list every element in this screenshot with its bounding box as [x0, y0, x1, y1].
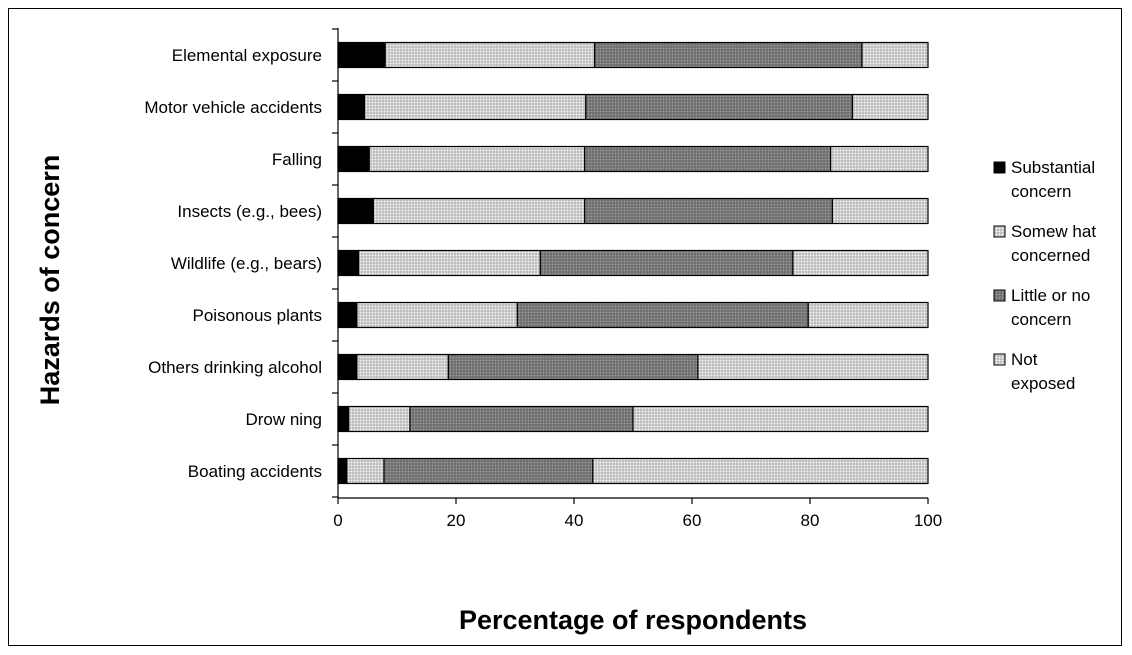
- bar-segment-1-row-5: [337, 249, 360, 277]
- legend-label: Little or no: [1011, 286, 1090, 305]
- x-axis-title: Percentage of respondents: [459, 605, 807, 635]
- legend-label: exposed: [1011, 374, 1075, 393]
- category-label: Poisonous plants: [193, 306, 322, 325]
- legend-label: Somew hat: [1011, 222, 1096, 241]
- bar-segment-1-row-9: [337, 457, 348, 485]
- bar-segment-4-row-3: [830, 145, 929, 173]
- bar-segment-1-row-4: [337, 197, 375, 225]
- x-tick-label: 80: [801, 511, 820, 530]
- bar-segment-4-row-4: [831, 197, 929, 225]
- legend-label: concern: [1011, 182, 1071, 201]
- bar-group: Elemental exposure Motor vehicle accident…: [144, 41, 929, 485]
- category-label: Wildlife (e.g., bears): [171, 254, 322, 273]
- bar-segment-2-row-5: [358, 249, 541, 277]
- legend-label: concern: [1011, 310, 1071, 329]
- category-label: Drow ning: [245, 410, 322, 429]
- category-label: Falling: [272, 150, 322, 169]
- legend-swatch-3: [993, 289, 1006, 302]
- bar-segment-4-row-5: [792, 249, 929, 277]
- bar-segment-2-row-4: [372, 197, 586, 225]
- bar-segment-1-row-3: [337, 145, 370, 173]
- bar-segment-4-row-6: [807, 301, 929, 329]
- bar-segment-4-row-7: [697, 353, 929, 381]
- bar-segment-3-row-7: [447, 353, 699, 381]
- category-label: Elemental exposure: [172, 46, 322, 65]
- bar-segment-2-row-1: [384, 41, 596, 69]
- bar-segment-4-row-2: [851, 93, 929, 121]
- bar-segment-2-row-3: [368, 145, 586, 173]
- category-label: Insects (e.g., bees): [177, 202, 322, 221]
- legend: Substantial concern Somew hat concerned Litt…: [987, 152, 1117, 410]
- legend-label: Substantial: [1011, 158, 1095, 177]
- x-tick-label: 40: [565, 511, 584, 530]
- legend-label: concerned: [1011, 246, 1090, 265]
- bar-segment-3-row-4: [584, 197, 834, 225]
- legend-box: [987, 152, 1117, 410]
- legend-swatch-2: [993, 225, 1006, 238]
- bar-segment-4-row-9: [592, 457, 929, 485]
- bar-segment-1-row-8: [337, 405, 350, 433]
- bar-segment-3-row-8: [409, 405, 634, 433]
- bar-segment-4-row-1: [861, 41, 929, 69]
- bar-segment-1-row-7: [337, 353, 358, 381]
- bar-segment-3-row-2: [585, 93, 854, 121]
- bar-segment-3-row-5: [539, 249, 794, 277]
- category-label: Motor vehicle accidents: [144, 98, 322, 117]
- category-label: Others drinking alcohol: [148, 358, 322, 377]
- bar-segment-2-row-2: [363, 93, 587, 121]
- legend-label: Not: [1011, 350, 1038, 369]
- bar-segment-1-row-6: [337, 301, 358, 329]
- x-tick-label: 0: [333, 511, 342, 530]
- bar-segment-3-row-6: [516, 301, 809, 329]
- bar-segment-2-row-9: [346, 457, 385, 485]
- bar-segment-3-row-1: [594, 41, 863, 69]
- x-tick-label: 100: [914, 511, 942, 530]
- bar-segment-1-row-1: [337, 41, 386, 69]
- bar-segment-2-row-8: [348, 405, 411, 433]
- legend-swatch-1: [993, 161, 1006, 174]
- bar-segment-3-row-9: [383, 457, 594, 485]
- bar-segment-1-row-2: [337, 93, 366, 121]
- legend-swatch-4: [993, 353, 1006, 366]
- bar-segment-4-row-8: [632, 405, 929, 433]
- category-label: Boating accidents: [188, 462, 322, 481]
- axes-group: 0 20 40 60 80 100: [332, 28, 942, 530]
- bar-segment-3-row-3: [584, 145, 832, 173]
- bar-segment-2-row-6: [356, 301, 518, 329]
- bar-segment-2-row-7: [356, 353, 449, 381]
- x-tick-label: 20: [447, 511, 466, 530]
- y-axis-title: Hazards of concern: [35, 155, 65, 406]
- x-tick-label: 60: [683, 511, 702, 530]
